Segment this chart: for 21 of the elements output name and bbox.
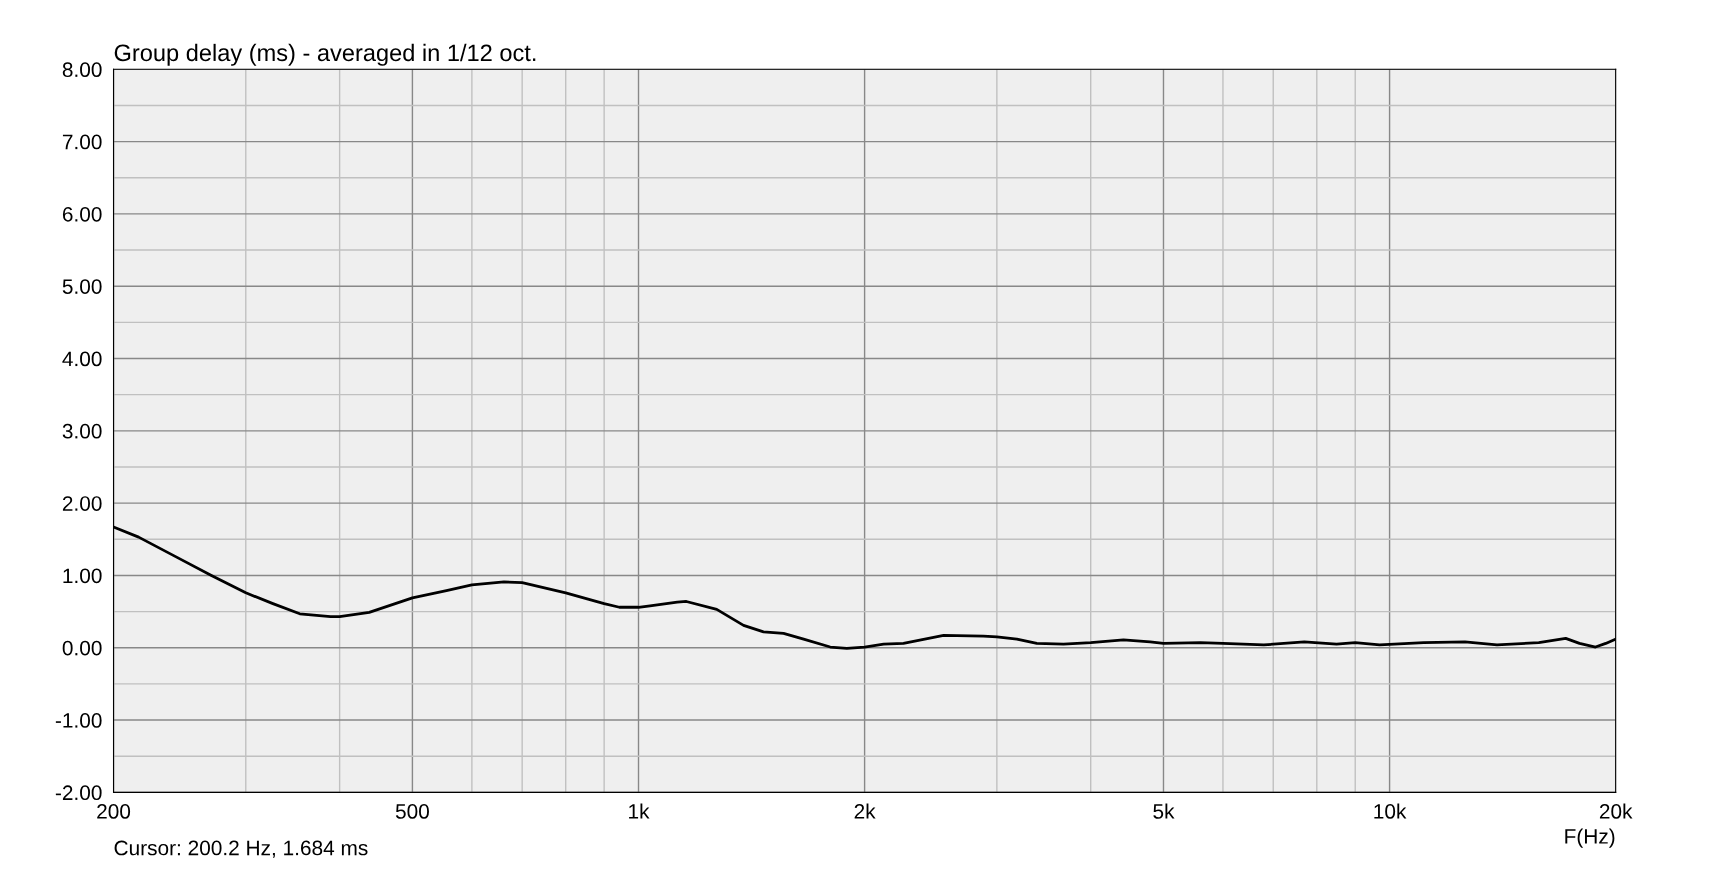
y-tick-label: -1.00 <box>55 713 102 728</box>
y-tick-label: 8.00 <box>62 62 102 78</box>
x-tick-label: 5k <box>1153 803 1175 819</box>
y-tick-label: 2.00 <box>62 496 102 511</box>
y-tick-label: 3.00 <box>62 423 102 439</box>
x-tick-label: 20k <box>1599 803 1633 819</box>
text: Cursor: 200.2 Hz, 1.684 ms <box>114 840 368 858</box>
y-tick-label: 7.00 <box>62 134 102 150</box>
x-tick-label: 200 <box>97 804 131 819</box>
y-tick-label: 4.00 <box>62 351 102 367</box>
y-tick-label: -2.00 <box>55 785 102 801</box>
chart-title: Group delay (ms) - averaged in 1/12 oct. <box>114 43 536 66</box>
x-tick-label: 2k <box>854 803 876 819</box>
y-tick-label: 5.00 <box>62 279 102 294</box>
x-axis-title: F(Hz) <box>1565 828 1615 848</box>
x-tick-label: 1k <box>629 803 650 819</box>
x-tick-label: 500 <box>395 804 429 819</box>
y-tick-label: 1.00 <box>63 568 102 584</box>
y-tick-label: 6.00 <box>62 206 102 222</box>
x-tick-label: 10k <box>1374 803 1407 819</box>
y-tick-label: 0.00 <box>62 640 102 656</box>
